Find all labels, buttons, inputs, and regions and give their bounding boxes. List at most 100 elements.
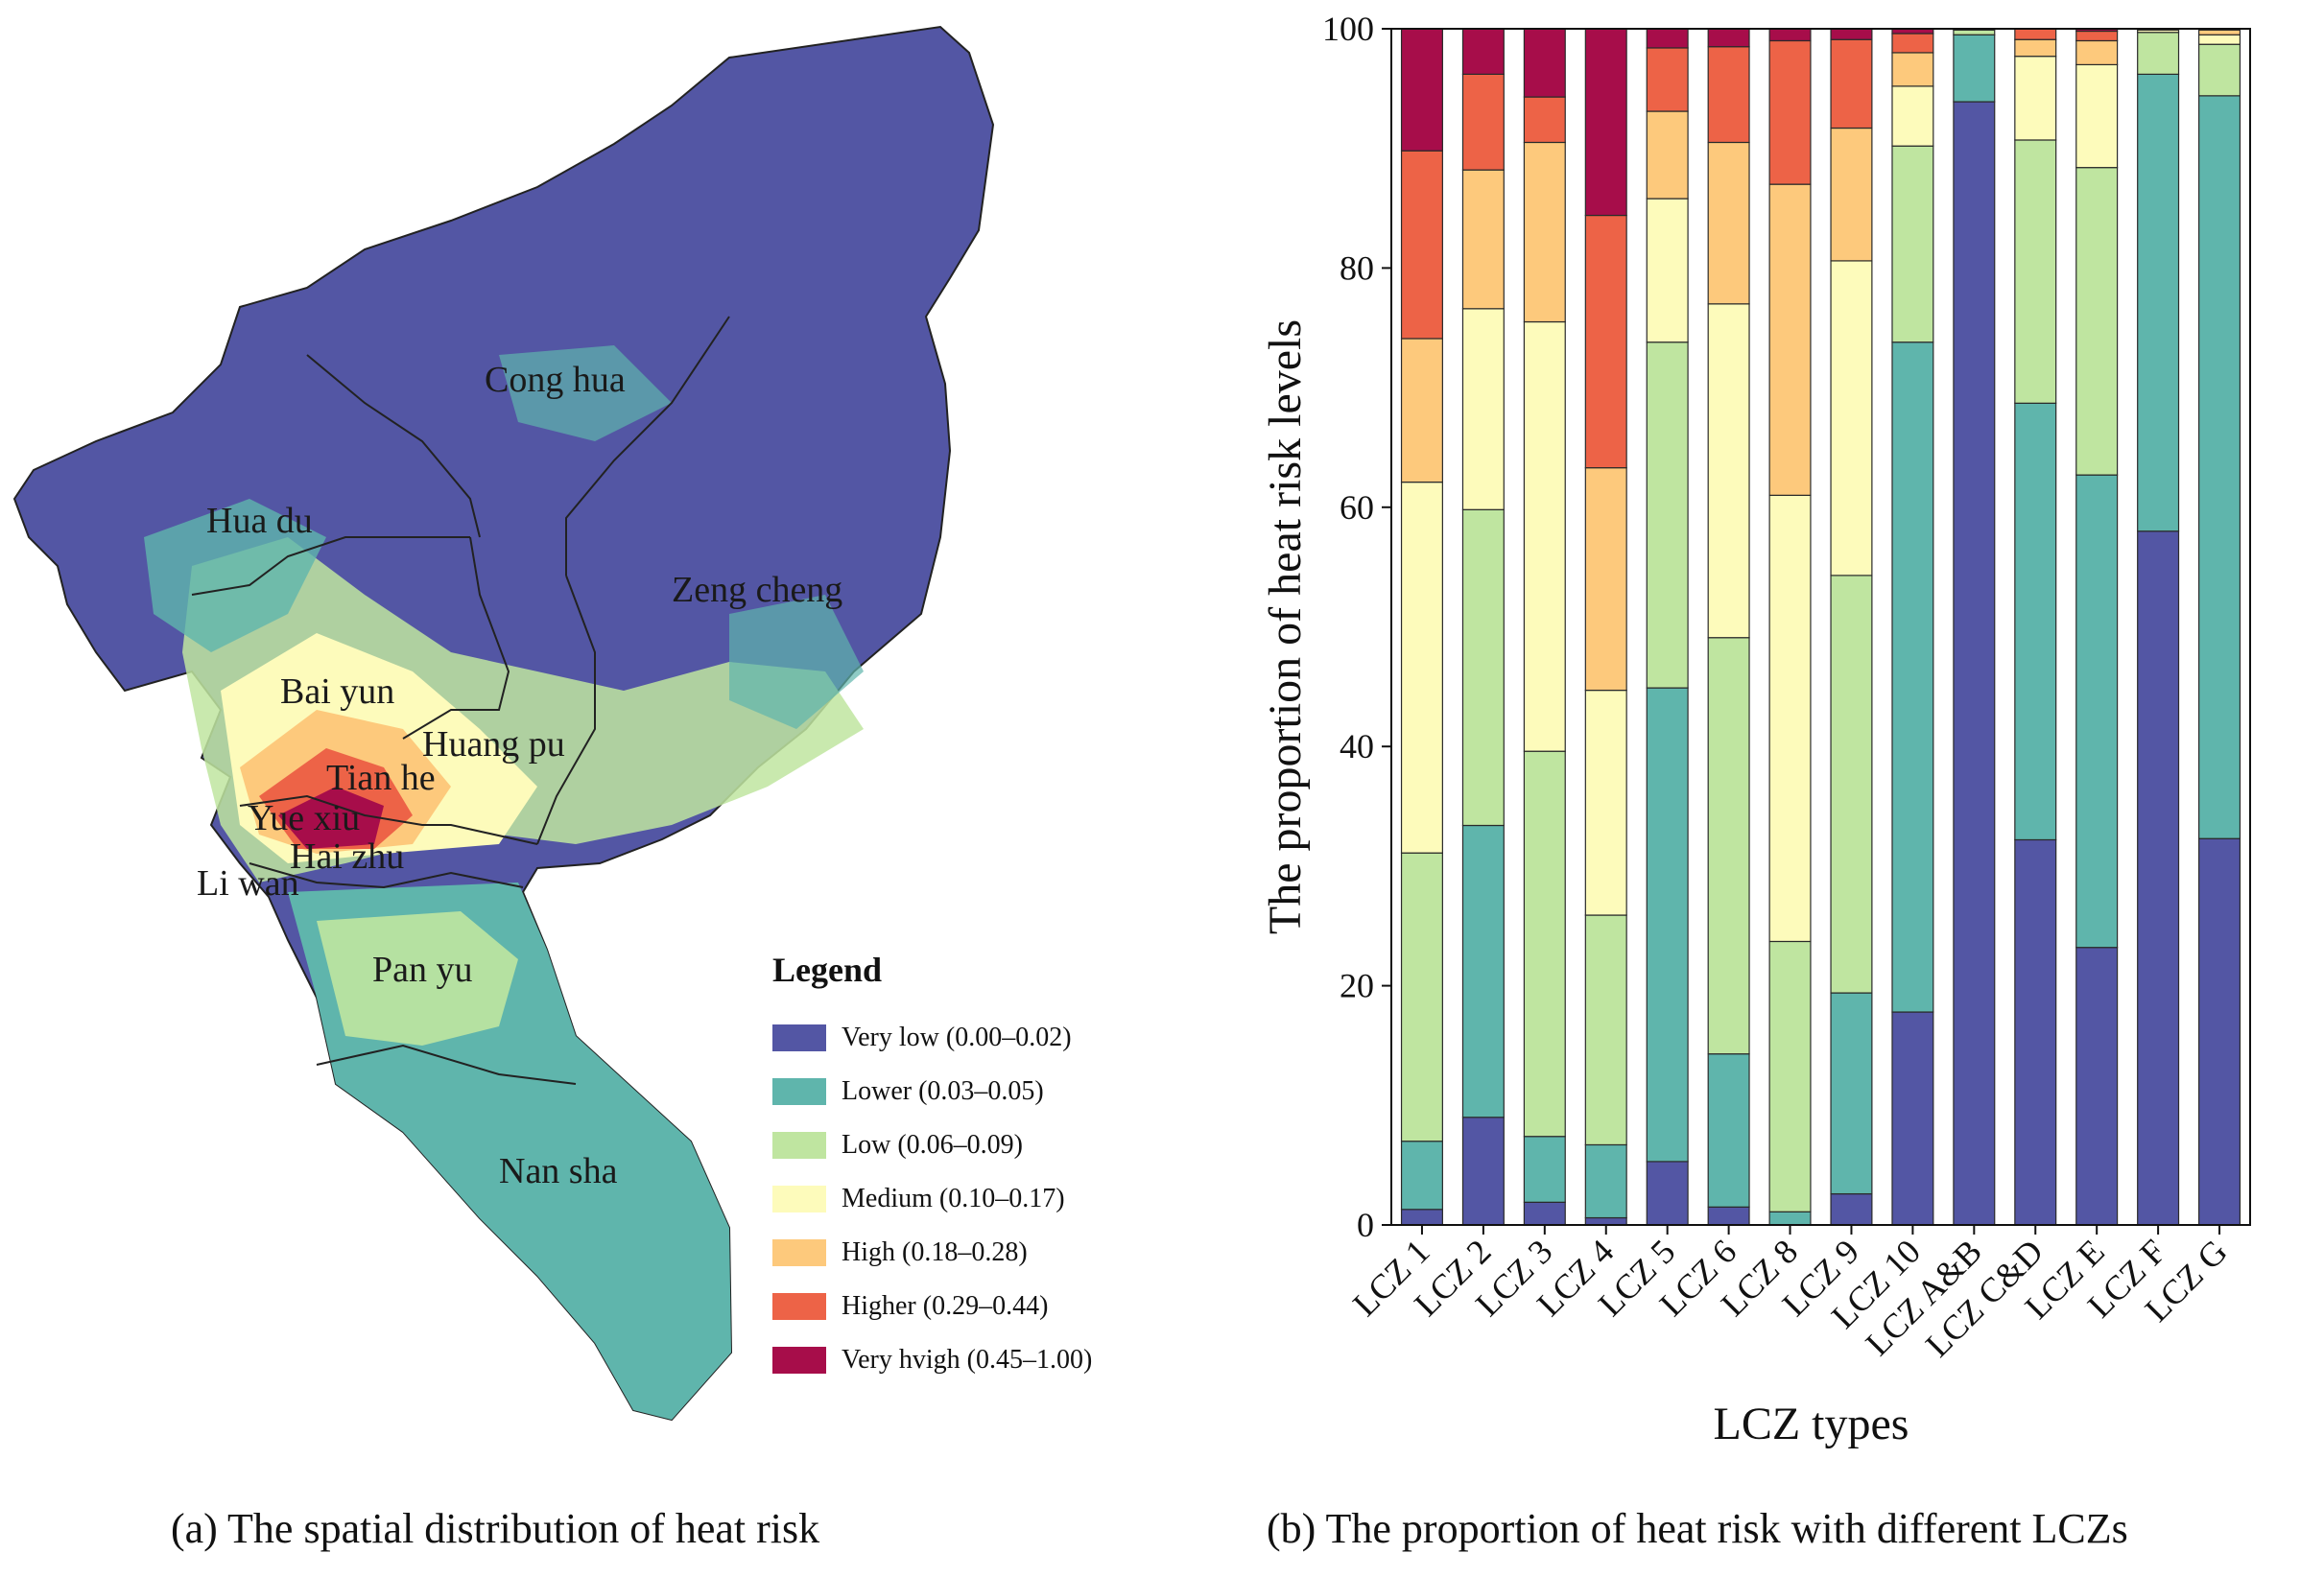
- bar-segment: [1891, 1011, 1934, 1226]
- district-label-tianhe: Tian he: [326, 758, 436, 798]
- y-tick-label: 60: [1340, 488, 1374, 527]
- bar-segment: [1646, 110, 1689, 200]
- bar-segment: [1830, 28, 1873, 40]
- bar-segment: [1646, 47, 1689, 112]
- bar-segment: [1584, 689, 1627, 916]
- boundary-huadu-baiyun: [191, 536, 470, 596]
- low-risk-patch-huadu: [144, 499, 326, 652]
- bar-segment: [1400, 150, 1443, 340]
- boundary-central-districts: [239, 794, 538, 845]
- boundary-huangpu-zengcheng: [536, 575, 596, 845]
- bar-segment: [2137, 530, 2180, 1226]
- bar-segment: [1646, 1161, 1689, 1226]
- bar-segment: [1707, 28, 1750, 48]
- bar-segment: [2014, 838, 2057, 1226]
- bar-segment: [2075, 167, 2119, 476]
- bar-segment: [1830, 575, 1873, 994]
- bar-segment: [1646, 198, 1689, 343]
- bar-segment: [2014, 38, 2057, 58]
- caption-panel-a: (a) The spatial distribution of heat ris…: [171, 1505, 820, 1552]
- bar-segment: [1953, 101, 1996, 1226]
- bar-segment: [1768, 1211, 1812, 1226]
- y-tick-label: 0: [1357, 1206, 1374, 1244]
- district-label-baiyun: Bai yun: [280, 671, 394, 712]
- bar-segment: [1461, 169, 1505, 310]
- bar-segment: [1891, 33, 1934, 54]
- bar-segment: [2137, 73, 2180, 532]
- boundary-baiyun-huangpu: [402, 536, 510, 740]
- bar-segment: [1523, 750, 1566, 1138]
- bar-segment: [1768, 39, 1812, 185]
- heat-risk-map: Cong hua Hua du Zeng cheng Bai yun Huang…: [12, 25, 995, 1422]
- low-risk-patch-conghua: [499, 345, 672, 441]
- bar-segment: [1646, 687, 1689, 1163]
- bar-segment: [1523, 1136, 1566, 1203]
- legend-label: Lower (0.03–0.05): [842, 1076, 1044, 1106]
- bar-segment: [2137, 32, 2180, 75]
- district-label-panyu: Pan yu: [372, 950, 473, 990]
- bar-segment: [1830, 992, 1873, 1195]
- y-tick-label: 20: [1340, 967, 1374, 1005]
- bar-segment: [1584, 467, 1627, 692]
- bar-segment: [1584, 1143, 1627, 1219]
- y-tick-label: 40: [1340, 727, 1374, 765]
- bar-segment: [1400, 1209, 1443, 1226]
- bar-segment: [2075, 39, 2119, 66]
- legend-swatch: [772, 1239, 826, 1266]
- map-legend: Legend Very low (0.00–0.02) Lower (0.03–0…: [772, 950, 1175, 1387]
- bar-segment: [1584, 914, 1627, 1146]
- legend-label: Medium (0.10–0.17): [842, 1184, 1065, 1213]
- bar-segment: [1400, 338, 1443, 483]
- bar-segment: [2075, 474, 2119, 949]
- bar-segment: [1707, 637, 1750, 1055]
- legend-label: High (0.18–0.28): [842, 1237, 1028, 1267]
- bar-segment: [1523, 28, 1566, 98]
- x-axis-title: LCZ types: [1714, 1399, 1909, 1449]
- heat-risk-map-panel: Cong hua Hua du Zeng cheng Bai yun Huang…: [12, 25, 1175, 1422]
- bar-segment: [1953, 34, 1996, 103]
- bar-segment: [1461, 508, 1505, 827]
- district-boundaries: [191, 316, 730, 1085]
- bar-segment: [1768, 28, 1812, 42]
- bar-segment: [2198, 837, 2241, 1226]
- bar-segment: [1891, 52, 1934, 87]
- bar-segment: [1830, 38, 1873, 129]
- district-label-conghua: Cong hua: [485, 360, 626, 400]
- bar-segment: [2014, 139, 2057, 404]
- legend-label: Very low (0.00–0.02): [842, 1023, 1072, 1052]
- legend-item: Higher (0.29–0.44): [772, 1280, 1175, 1333]
- district-labels: Cong hua Hua du Zeng cheng Bai yun Huang…: [197, 360, 842, 1191]
- bar-segment: [1584, 1216, 1627, 1226]
- bar-segment: [1584, 214, 1627, 469]
- legend-item: Medium (0.10–0.17): [772, 1172, 1175, 1226]
- bar-segment: [1891, 85, 1934, 147]
- district-label-huangpu: Huang pu: [422, 724, 565, 765]
- legend-item: Very low (0.00–0.02): [772, 1011, 1175, 1065]
- legend-swatch: [772, 1078, 826, 1105]
- low-risk-patch-zengcheng: [729, 595, 864, 729]
- bar-segment: [1707, 46, 1750, 144]
- bar-segment: [2198, 29, 2241, 35]
- bar-segment: [1707, 1206, 1750, 1226]
- y-axis-title: The proportion of heat risk levels: [1260, 319, 1311, 934]
- district-label-liwan: Li wan: [197, 863, 299, 904]
- legend-swatch: [772, 1347, 826, 1374]
- bar-segment: [1584, 28, 1627, 217]
- bar-segment: [1953, 29, 1996, 35]
- plot-frame: [1390, 28, 2251, 1226]
- low-risk-zone-panyu: [317, 911, 518, 1046]
- bar-segment: [2014, 28, 2057, 40]
- legend-swatch: [772, 1293, 826, 1320]
- bar-segment: [1461, 1117, 1505, 1226]
- bar-segment: [2014, 402, 2057, 841]
- bar-segment: [2198, 95, 2241, 839]
- boundary-panyu-nansha: [316, 1044, 577, 1085]
- bar-segment: [1830, 127, 1873, 262]
- bar-segment: [1400, 28, 1443, 152]
- bar-segment: [2075, 30, 2119, 42]
- district-label-haizhu: Hai zhu: [290, 836, 404, 877]
- caption-panel-b: (b) The proportion of heat risk with dif…: [1267, 1505, 2128, 1552]
- bar-segment: [2198, 43, 2241, 97]
- district-label-nansha: Nan sha: [499, 1151, 618, 1191]
